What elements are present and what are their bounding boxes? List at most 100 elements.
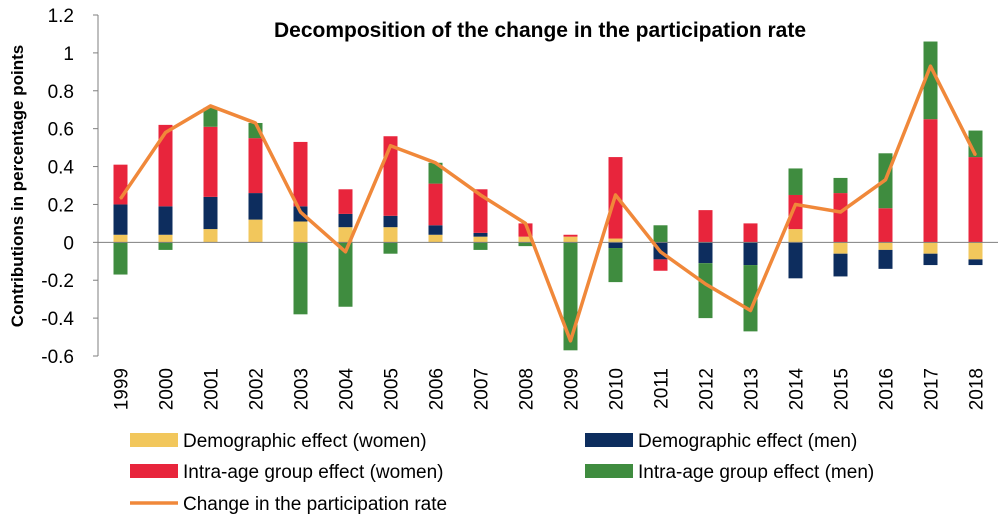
x-tick-label-2018: 2018 [967, 368, 988, 410]
y-tick-label: -0.4 [41, 309, 74, 330]
x-tick-label-2013: 2013 [742, 368, 763, 410]
line-point-2000 [164, 131, 167, 134]
bar-intra-age-group-effect-men-2009 [563, 242, 578, 351]
bar-demographic-effect-men-2012 [698, 242, 713, 264]
bar-demographic-effect-men-2017 [923, 253, 938, 266]
bar-demographic-effect-men-2015 [833, 253, 848, 277]
bar-demographic-effect-women-2004 [338, 227, 353, 243]
x-tick-label-2000: 2000 [157, 368, 178, 410]
line-point-2006 [434, 161, 437, 164]
x-tick-label-2016: 2016 [877, 368, 898, 410]
bar-intra-age-group-effect-men-2015 [833, 177, 848, 194]
line-point-2002 [254, 122, 257, 124]
x-tick-label-2004: 2004 [337, 368, 358, 411]
x-tick-label-2017: 2017 [922, 368, 943, 410]
y-tick-label: 0.4 [48, 158, 75, 179]
legend-swatch-demographic-effect-women [130, 433, 178, 447]
bar-intra-age-group-effect-men-2000 [158, 242, 173, 250]
legend: Demographic effect (women) Demographic ef… [130, 431, 874, 515]
bar-demographic-effect-men-2004 [338, 213, 353, 228]
x-tick-label-2015: 2015 [832, 368, 853, 410]
bar-demographic-effect-women-2007 [473, 236, 488, 243]
bar-demographic-effect-women-2014 [788, 229, 803, 243]
y-tick-label: 1 [63, 44, 74, 65]
bar-demographic-effect-women-2003 [293, 221, 308, 243]
x-tick-label-2001: 2001 [202, 368, 223, 410]
line-point-2013 [749, 309, 752, 312]
bar-intra-age-group-effect-men-2017 [923, 41, 938, 120]
bar-demographic-effect-men-2018 [968, 259, 983, 266]
bar-demographic-effect-women-2018 [968, 242, 983, 260]
y-tick-label: -0.2 [41, 271, 74, 292]
bar-intra-age-group-effect-men-2003 [293, 242, 308, 315]
legend-label-change-in-the-participation-rate: Change in the participation rate [183, 494, 447, 515]
bar-intra-age-group-effect-men-2008 [518, 242, 533, 247]
line-point-2014 [794, 203, 797, 206]
line-point-2003 [299, 211, 302, 213]
x-tick-label-2006: 2006 [427, 368, 448, 410]
y-tick-label: -0.6 [41, 347, 74, 368]
x-tick-label-2011: 2011 [652, 368, 673, 409]
bar-intra-age-group-effect-women-2001 [203, 126, 218, 197]
legend-swatch-intra-age-group-effect-men [585, 464, 633, 478]
y-tick-label: 0.2 [48, 195, 74, 216]
bar-intra-age-group-effect-men-2004 [338, 242, 353, 307]
bar-intra-age-group-effect-men-2013 [743, 265, 758, 332]
bar-demographic-effect-men-2001 [203, 196, 218, 230]
bar-demographic-effect-women-1999 [113, 234, 128, 243]
line-point-2001 [209, 105, 212, 107]
line-point-2016 [884, 179, 887, 181]
line-point-2018 [974, 154, 977, 156]
y-tick-label: 0 [63, 233, 74, 254]
bar-intra-age-group-effect-men-2011 [653, 225, 668, 243]
x-tick-label-2010: 2010 [607, 368, 628, 410]
bar-intra-age-group-effect-men-2007 [473, 242, 488, 250]
line-point-2007 [479, 194, 482, 196]
x-tick-label-2009: 2009 [562, 368, 583, 410]
y-tick-label: 0.6 [48, 120, 74, 141]
bar-intra-age-group-effect-men-2005 [383, 242, 398, 254]
bar-intra-age-group-effect-men-2010 [608, 248, 623, 283]
y-axis-label: Contributions in percentage points [8, 45, 27, 327]
y-tick-label: 1.2 [48, 6, 74, 27]
line-point-2010 [614, 194, 617, 196]
bar-demographic-effect-women-2017 [923, 242, 938, 254]
bar-intra-age-group-effect-women-2018 [968, 157, 983, 243]
bar-intra-age-group-effect-women-2016 [878, 208, 893, 243]
bar-demographic-effect-men-2002 [248, 193, 263, 220]
bar-intra-age-group-effect-women-2004 [338, 189, 353, 214]
bar-intra-age-group-effect-men-2001 [203, 107, 218, 127]
x-tick-label-2012: 2012 [697, 368, 718, 410]
y-tick-label: 0.8 [48, 82, 74, 103]
bar-intra-age-group-effect-men-2014 [788, 168, 803, 195]
x-tick-label-2014: 2014 [787, 368, 808, 411]
chart-title: Decomposition of the change in the parti… [274, 19, 806, 42]
legend-label-demographic-effect-women: Demographic effect (women) [183, 431, 427, 452]
legend-label-intra-age-group-effect-women: Intra-age group effect (women) [183, 462, 444, 483]
bar-demographic-effect-women-2016 [878, 242, 893, 250]
bar-demographic-effect-men-1999 [113, 204, 128, 235]
x-tick-label-2007: 2007 [472, 368, 493, 410]
line-point-2008 [524, 222, 527, 225]
line-point-2017 [929, 65, 932, 67]
legend-swatch-intra-age-group-effect-women [130, 464, 178, 478]
plot-area: -0.6 -0.4 -0.2 0 0.2 0.4 0.6 0.8 1 1.2 1999 2000 200… [41, 6, 998, 410]
bar-intra-age-group-effect-women-2002 [248, 138, 263, 194]
bar-demographic-effect-men-2000 [158, 206, 173, 235]
bar-intra-age-group-effect-women-2015 [833, 193, 848, 243]
bar-demographic-effect-men-2005 [383, 215, 398, 228]
legend-swatch-demographic-effect-men [585, 433, 633, 447]
bar-demographic-effect-men-2010 [608, 242, 623, 249]
bar-intra-age-group-effect-women-2013 [743, 223, 758, 243]
bar-demographic-effect-women-2001 [203, 229, 218, 243]
bar-demographic-effect-women-2006 [428, 234, 443, 243]
bar-demographic-effect-women-2009 [563, 236, 578, 243]
line-point-2011 [659, 251, 662, 253]
bar-intra-age-group-effect-women-2006 [428, 183, 443, 226]
bar-intra-age-group-effect-women-2011 [653, 259, 668, 271]
line-point-2015 [839, 211, 842, 213]
x-tick-label-2003: 2003 [292, 368, 313, 410]
bar-demographic-effect-women-2010 [608, 238, 623, 243]
bar-intra-age-group-effect-women-2003 [293, 141, 308, 207]
bar-intra-age-group-effect-women-2007 [473, 189, 488, 233]
